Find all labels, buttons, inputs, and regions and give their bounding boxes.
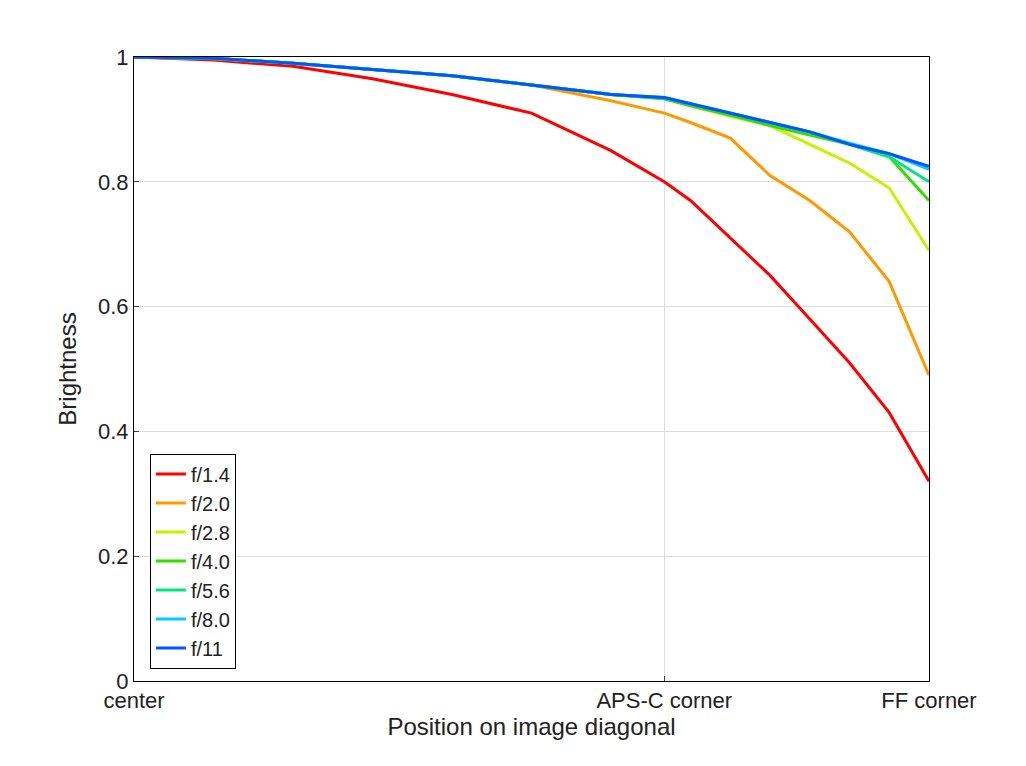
svg-text:f/5.6: f/5.6 xyxy=(191,580,230,602)
svg-text:FF corner: FF corner xyxy=(881,688,976,713)
svg-text:0.4: 0.4 xyxy=(98,419,129,444)
svg-text:0.8: 0.8 xyxy=(98,170,129,195)
svg-text:f/1.4: f/1.4 xyxy=(191,464,230,486)
svg-text:0: 0 xyxy=(116,669,128,694)
svg-text:1: 1 xyxy=(116,45,128,70)
svg-text:f/8.0: f/8.0 xyxy=(191,609,230,631)
svg-text:APS-C corner: APS-C corner xyxy=(596,688,732,713)
svg-text:f/2.8: f/2.8 xyxy=(191,522,230,544)
svg-text:f/2.0: f/2.0 xyxy=(191,493,230,515)
svg-text:0.6: 0.6 xyxy=(98,294,129,319)
svg-text:center: center xyxy=(103,688,164,713)
svg-text:f/11: f/11 xyxy=(191,638,223,660)
svg-text:Brightness: Brightness xyxy=(54,312,81,425)
svg-text:Position on image diagonal: Position on image diagonal xyxy=(387,713,675,740)
svg-text:f/4.0: f/4.0 xyxy=(191,551,230,573)
svg-text:0.2: 0.2 xyxy=(98,544,129,569)
